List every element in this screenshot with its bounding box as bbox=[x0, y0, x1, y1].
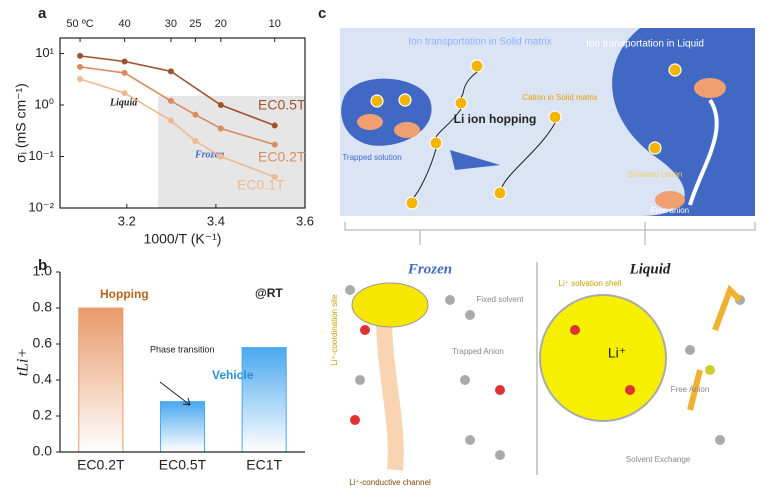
label: Solvent Exchange bbox=[626, 455, 691, 464]
top-tick-label: 40 bbox=[118, 18, 130, 30]
y-tick-label: 1.0 bbox=[33, 263, 53, 279]
label: Ion transportation in Liquid bbox=[586, 39, 704, 50]
series-label: EC0.2T bbox=[258, 149, 306, 165]
data-point bbox=[217, 153, 224, 160]
label: Fixed solvent bbox=[476, 295, 524, 304]
label: Solvated cation bbox=[628, 170, 683, 179]
data-point bbox=[167, 68, 174, 75]
y-tick-label: 0.2 bbox=[33, 407, 53, 423]
schematic-labels: Ion transportation in Solid matrix Ion t… bbox=[330, 37, 709, 487]
panel-label: c bbox=[318, 5, 326, 22]
coordination-site bbox=[351, 282, 429, 328]
label: Free Anion bbox=[671, 385, 710, 394]
label: Frozen bbox=[407, 261, 452, 277]
arrows bbox=[687, 284, 743, 411]
data-point bbox=[192, 137, 199, 144]
label: Trapped Anion bbox=[452, 347, 504, 356]
arrow bbox=[159, 381, 191, 406]
y-tick-label: 10⁰ bbox=[34, 96, 54, 111]
frozen-region bbox=[158, 95, 305, 208]
data-point bbox=[271, 122, 278, 129]
x-axis-label: 1000/T (K⁻¹) bbox=[144, 231, 222, 247]
label: Ion transportation in Solid matrix bbox=[408, 37, 551, 48]
cations bbox=[370, 59, 682, 210]
data-point bbox=[167, 117, 174, 124]
y-axis-label: tLi+ bbox=[15, 348, 32, 377]
series-line bbox=[79, 66, 275, 146]
data-point bbox=[167, 97, 174, 104]
data-point bbox=[271, 173, 278, 180]
label: Li⁺ solvation shell bbox=[559, 279, 622, 288]
data-point bbox=[121, 90, 128, 97]
annotation: Hopping bbox=[100, 287, 149, 301]
y-tick-label: 0.0 bbox=[33, 443, 53, 459]
molecules bbox=[345, 285, 745, 460]
x-tick-label: EC1T bbox=[246, 457, 282, 473]
label: Trapped solution bbox=[342, 153, 401, 162]
top-tick-label: 10 bbox=[269, 18, 281, 30]
data-point bbox=[77, 52, 84, 59]
wedge bbox=[450, 150, 500, 170]
top-tick-label: 20 bbox=[215, 18, 227, 30]
annotation: Phase transition bbox=[150, 344, 215, 354]
y-tick-label: 10¹ bbox=[35, 45, 54, 60]
label: Cation in Solid matrix bbox=[522, 93, 598, 102]
data-point bbox=[271, 141, 278, 148]
series-label: EC0.5T bbox=[258, 97, 306, 113]
label: Li⁺-conductive channel bbox=[349, 478, 431, 487]
solid-matrix bbox=[340, 28, 685, 216]
x-tick-label: 3.4 bbox=[207, 213, 225, 228]
free-anion-path bbox=[688, 98, 719, 206]
data-point bbox=[121, 58, 128, 65]
annotation: Liquid bbox=[109, 97, 138, 108]
data-point bbox=[217, 125, 224, 132]
bar bbox=[241, 347, 287, 453]
x-tick-label: EC0.5T bbox=[159, 457, 207, 473]
x-tick-label: EC0.2T bbox=[77, 457, 125, 473]
y-tick-label: 0.6 bbox=[33, 335, 53, 351]
axes bbox=[59, 272, 305, 453]
annotation: Vehicle bbox=[212, 368, 254, 382]
top-tick-label: 50 ºC bbox=[66, 18, 93, 30]
top-tick-label: 25 bbox=[189, 18, 201, 30]
annotation: Frozen bbox=[194, 149, 225, 160]
label: Liquid bbox=[629, 261, 671, 277]
y-tick-label: 0.8 bbox=[33, 299, 53, 315]
label: Free anion bbox=[651, 206, 689, 215]
data-point bbox=[192, 111, 199, 118]
y-tick-label: 0.4 bbox=[33, 371, 53, 387]
data-point bbox=[77, 75, 84, 82]
y-tick-label: 10⁻² bbox=[28, 199, 54, 214]
x-tick-label: 3.6 bbox=[296, 213, 314, 228]
panel-label: b bbox=[38, 257, 47, 274]
hop-path bbox=[413, 71, 556, 198]
y-tick-label: 10⁻¹ bbox=[28, 148, 54, 163]
data-point bbox=[121, 69, 128, 76]
label: Li ion hopping bbox=[454, 112, 537, 126]
series-line bbox=[79, 78, 275, 178]
bar bbox=[78, 307, 124, 453]
anions bbox=[357, 78, 726, 209]
bracket bbox=[344, 222, 756, 245]
series-label: EC0.1T bbox=[237, 177, 285, 193]
axes-frame bbox=[59, 37, 306, 209]
bar bbox=[159, 401, 206, 453]
x-tick-label: 3.2 bbox=[118, 213, 136, 228]
data-point bbox=[77, 63, 84, 70]
schematic bbox=[340, 28, 756, 475]
top-tick-label: 30 bbox=[165, 18, 177, 30]
label: Li⁺ bbox=[608, 345, 626, 361]
panel-label: a bbox=[38, 5, 47, 22]
annotation: @RT bbox=[255, 286, 283, 300]
data-point bbox=[217, 102, 224, 109]
y-axis-label: σᵢ (mS cm⁻¹) bbox=[13, 83, 29, 163]
label: Li⁺-coordination site bbox=[330, 294, 339, 366]
solvation-shell bbox=[539, 294, 667, 422]
